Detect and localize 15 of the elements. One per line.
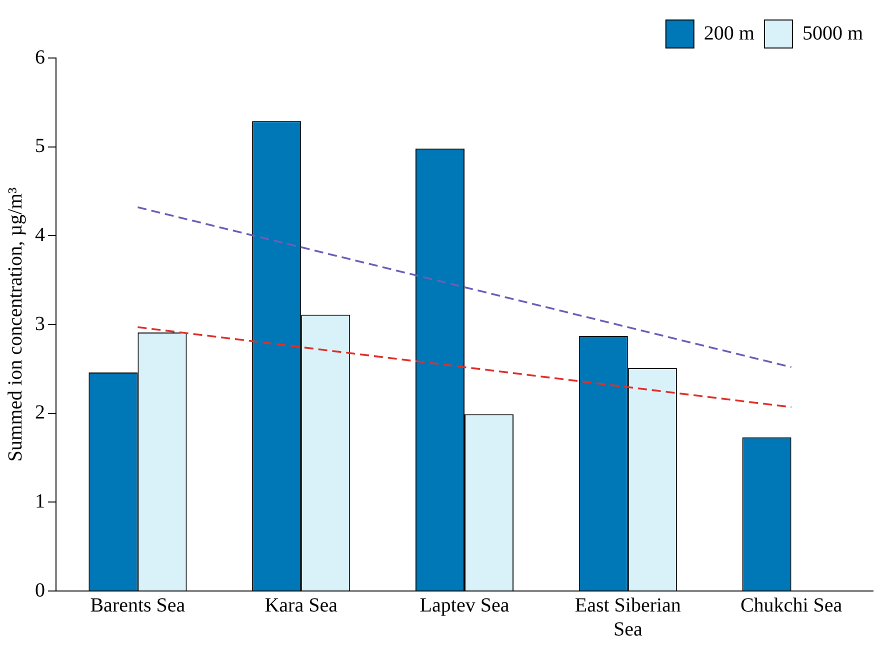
x-tick-label: Kara Sea <box>264 594 338 616</box>
y-tick-label: 1 <box>35 490 45 512</box>
y-tick-label: 4 <box>35 224 45 246</box>
y-axis-title: Summed ion concentration, µg/m³ <box>4 187 26 462</box>
y-tick-label: 5 <box>35 135 45 158</box>
x-tick-label: Barents Sea <box>90 594 186 616</box>
y-tick-label: 0 <box>35 579 45 602</box>
legend-label: 5000 m <box>802 22 864 44</box>
y-tick-label: 6 <box>35 46 45 68</box>
y-tick-label: 2 <box>35 402 45 424</box>
x-tick-label: East Siberian Sea <box>574 594 681 640</box>
y-tick-label: 3 <box>35 312 45 335</box>
x-tick-label: Chukchi Sea <box>740 594 842 616</box>
legend-label: 200 m <box>704 22 755 44</box>
x-tick-label: Laptev Sea <box>420 594 510 616</box>
